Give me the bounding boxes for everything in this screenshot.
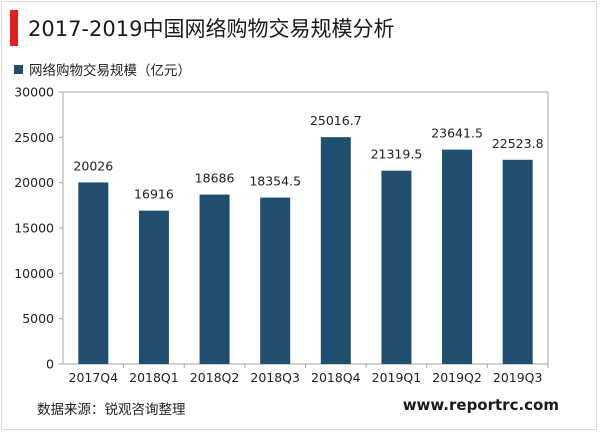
bar [442, 149, 473, 364]
y-tick-label: 30000 [14, 85, 54, 100]
legend-label: 网络购物交易规模（亿元） [29, 63, 191, 79]
title-accent-bar [10, 10, 18, 46]
data-label: 23641.5 [431, 126, 483, 141]
legend: 网络购物交易规模（亿元） [14, 59, 191, 79]
data-label: 22523.8 [492, 136, 544, 151]
bar [502, 159, 533, 364]
bar [381, 170, 412, 364]
data-label: 18354.5 [249, 174, 301, 189]
data-label: 21319.5 [371, 147, 423, 162]
x-tick-label: 2019Q1 [372, 370, 422, 385]
y-tick-label: 15000 [14, 221, 54, 236]
data-label: 20026 [73, 158, 113, 173]
y-tick-label: 5000 [22, 311, 54, 326]
x-tick-label: 2018Q1 [129, 370, 179, 385]
y-tick-label: 25000 [14, 130, 54, 145]
y-tick-label: 20000 [14, 175, 54, 190]
legend-swatch [14, 64, 23, 74]
bar [320, 137, 351, 364]
chart-title: 2017-2019中国网络购物交易规模分析 [28, 17, 395, 41]
bar [260, 197, 291, 364]
x-tick-label: 2018Q3 [250, 370, 300, 385]
y-tick-label: 0 [46, 357, 54, 372]
bar [78, 182, 109, 364]
y-tick-label: 10000 [14, 266, 54, 281]
x-tick-label: 2018Q4 [311, 370, 361, 385]
x-tick-label: 2019Q2 [432, 370, 482, 385]
website-url: www.reportrc.com [402, 396, 559, 414]
bar [199, 194, 230, 364]
data-label: 16916 [134, 187, 174, 202]
x-tick-label: 2019Q3 [493, 370, 543, 385]
data-label: 18686 [195, 171, 235, 186]
bar [138, 210, 169, 364]
data-label: 25016.7 [310, 113, 362, 128]
data-source: 数据来源：锐观咨询整理 [37, 402, 186, 418]
x-tick-label: 2017Q4 [69, 370, 119, 385]
x-tick-label: 2018Q2 [190, 370, 240, 385]
